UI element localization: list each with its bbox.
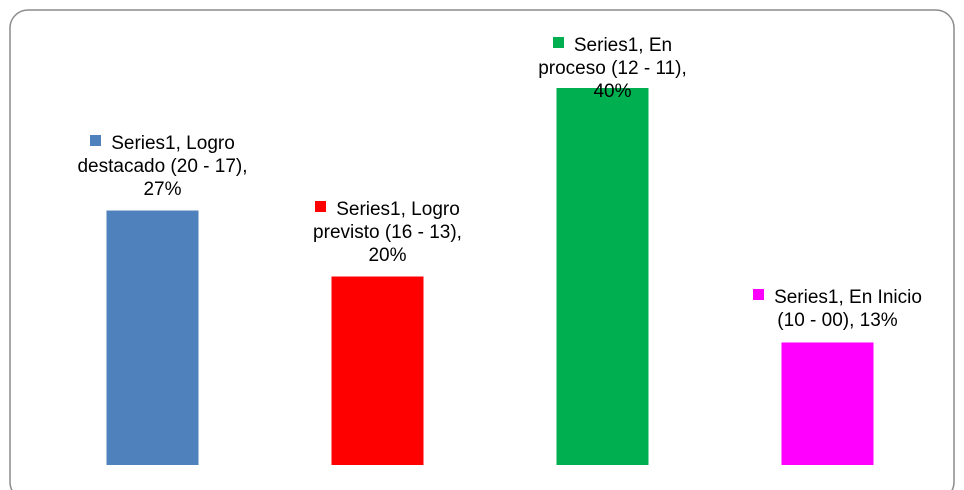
bar [331,276,424,465]
data-label-text: Series1, Logro destacado (20 - 17), 27% [77,132,248,200]
bar [781,342,874,465]
data-label: Series1, Logro destacado (20 - 17), 27% [75,132,251,201]
data-label-text: Series1, En proceso (12 - 11), 40% [538,35,687,102]
data-label-text: Series1, En Inicio (10 - 00), 13% [774,287,922,332]
bar [556,88,649,465]
legend-key [552,37,564,48]
legend-key [315,200,327,212]
bar [106,210,199,465]
legend-key [90,134,102,146]
legend-key [753,289,765,301]
data-label: Series1, En Inicio (10 - 00), 13% [750,286,926,332]
data-label: Series1, Logro previsto (16 - 13), 20% [300,198,476,267]
chart-border [9,9,955,490]
data-label: Series1, En proceso (12 - 11), 40% [525,34,701,103]
data-label-text: Series1, Logro previsto (16 - 13), 20% [313,198,462,266]
